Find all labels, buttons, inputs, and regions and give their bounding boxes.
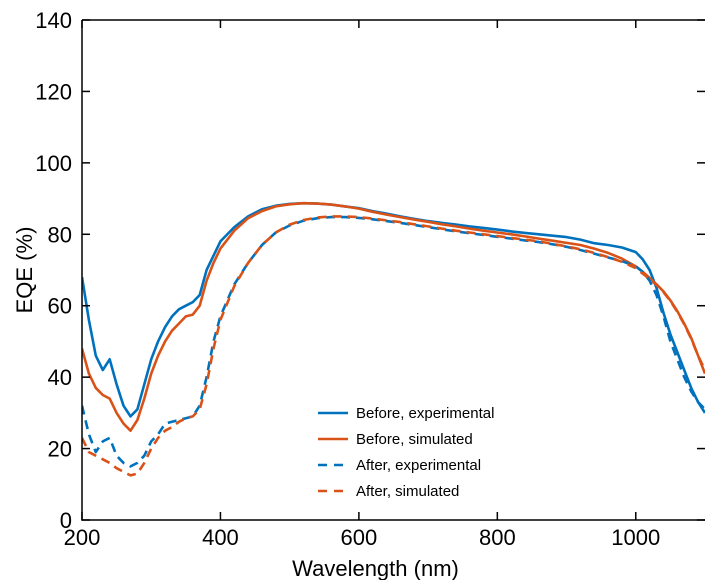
y-tick-label: 60 xyxy=(48,294,72,319)
series-line-1 xyxy=(82,201,705,418)
y-tick-label: 100 xyxy=(35,151,72,176)
y-axis-label: EQE (%) xyxy=(12,227,37,314)
y-tick-label: 80 xyxy=(48,222,72,247)
legend-label: Before, simulated xyxy=(356,431,473,448)
x-tick-label: 600 xyxy=(341,525,378,550)
x-tick-label: 1000 xyxy=(611,525,660,550)
y-tick-label: 0 xyxy=(60,508,72,533)
legend-label: After, simulated xyxy=(356,483,459,500)
x-tick-label: 200 xyxy=(64,525,101,550)
axes: 200 400 600 800 1000 0 20 40 60 80 100 120 140 Wavele… xyxy=(12,8,705,580)
legend-label: Before, experimental xyxy=(356,405,494,422)
series-line-3 xyxy=(82,215,705,468)
y-tick-label: 120 xyxy=(35,79,72,104)
y-tick-label: 20 xyxy=(48,437,72,462)
x-tick-label: 800 xyxy=(479,525,516,550)
x-tick-label: 400 xyxy=(202,525,239,550)
legend-label: After, experimental xyxy=(356,457,481,474)
series-line-4 xyxy=(82,215,705,477)
y-tick-label: 40 xyxy=(48,365,72,390)
plot-area xyxy=(82,201,705,477)
series-line-2 xyxy=(82,201,705,432)
y-tick-label: 140 xyxy=(35,8,72,33)
legend: Before, experimental Before, simulated Aft… xyxy=(318,405,494,500)
x-axis-label: Wavelength (nm) xyxy=(292,556,459,580)
